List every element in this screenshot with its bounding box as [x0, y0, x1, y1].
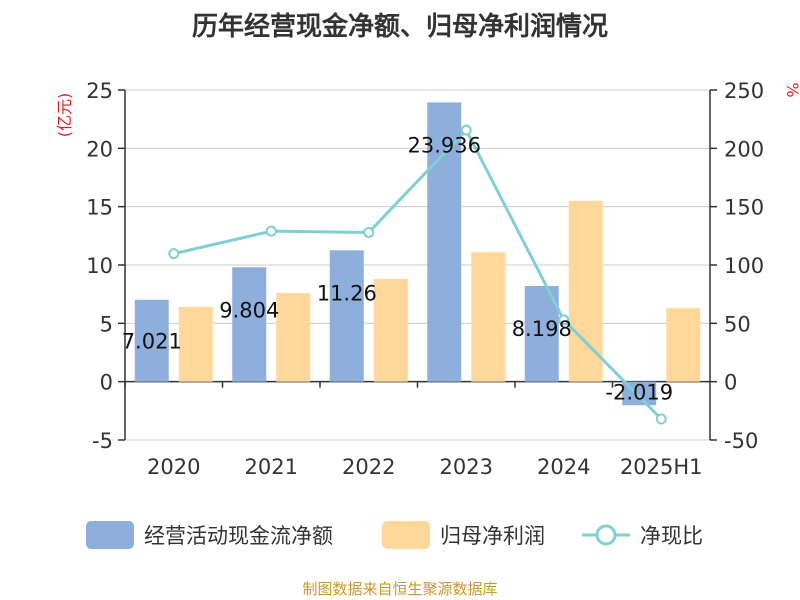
y-right-tick-label: 50 — [724, 312, 751, 336]
legend: 经营活动现金流净额 归母净利润 净现比 — [0, 518, 800, 552]
legend-label-net-profit: 归母净利润 — [440, 524, 545, 548]
data-source-note: 制图数据来自恒生聚源数据库 — [302, 580, 498, 598]
y-left-tick-label: 5 — [100, 312, 113, 336]
data-label-cashflow: -2.019 — [605, 381, 673, 405]
point-cash-ratio — [363, 226, 375, 238]
data-label-cashflow: 23.936 — [408, 133, 481, 157]
bar-net-profit — [666, 308, 701, 382]
legend-swatch-net-profit — [382, 521, 430, 549]
y-right-tick-label: 0 — [724, 371, 737, 395]
y-right-tick-label: 250 — [724, 79, 764, 103]
x-category-label: 2021 — [245, 455, 298, 479]
legend-swatch-cashflow — [86, 521, 134, 549]
bar-cashflow — [329, 250, 364, 382]
y-left-tick-label: 25 — [86, 79, 113, 103]
data-label-cashflow: 11.26 — [317, 281, 377, 305]
x-category-label: 2022 — [342, 455, 395, 479]
legend-item-cashflow[interactable]: 经营活动现金流净额 — [86, 518, 333, 552]
y-left-tick-label: 20 — [86, 137, 113, 161]
point-cash-ratio — [265, 225, 277, 237]
legend-item-net-profit[interactable]: 归母净利润 — [382, 518, 545, 552]
y-left-tick-label: 10 — [86, 254, 113, 278]
y-right-tick-label: -50 — [724, 429, 758, 453]
y-right-tick-label: 100 — [724, 254, 764, 278]
y-left-unit-label: (亿元) — [55, 93, 74, 138]
x-category-label: 2024 — [537, 455, 590, 479]
bar-cashflow — [427, 102, 462, 382]
bar-net-profit — [178, 307, 213, 382]
bar-net-profit — [276, 293, 311, 382]
bar-net-profit — [373, 279, 408, 382]
line-cash-ratio — [173, 127, 663, 421]
y-left-tick-label: 15 — [86, 196, 113, 220]
y-right-tick-label: 150 — [724, 196, 764, 220]
data-label-cashflow: 7.021 — [122, 330, 182, 354]
chart-title: 历年经营现金净额、归母净利润情况 — [191, 12, 608, 42]
bar-cashflow — [134, 299, 169, 382]
y-right-tick-label: 200 — [724, 137, 764, 161]
x-category-label: 2025H1 — [620, 455, 703, 479]
data-label-cashflow: 8.198 — [512, 317, 572, 341]
point-cash-ratio — [558, 314, 570, 326]
legend-label-cash-ratio: 净现比 — [640, 524, 703, 548]
point-cash-ratio — [460, 124, 472, 136]
bar-net-profit — [471, 252, 506, 382]
bar-cashflow — [232, 267, 267, 382]
legend-swatch-cash-ratio — [582, 524, 630, 546]
x-category-label: 2023 — [440, 455, 493, 479]
data-label-cashflow: 9.804 — [219, 298, 279, 322]
point-cash-ratio — [168, 248, 180, 260]
y-right-unit-label: % — [783, 82, 800, 97]
bar-net-profit — [568, 200, 603, 382]
legend-label-cashflow: 经营活动现金流净额 — [144, 524, 333, 548]
point-cash-ratio — [655, 413, 667, 425]
x-category-label: 2020 — [147, 455, 200, 479]
y-left-tick-label: -5 — [92, 429, 113, 453]
y-left-tick-label: 0 — [100, 371, 113, 395]
legend-item-cash-ratio[interactable]: 净现比 — [582, 518, 703, 552]
